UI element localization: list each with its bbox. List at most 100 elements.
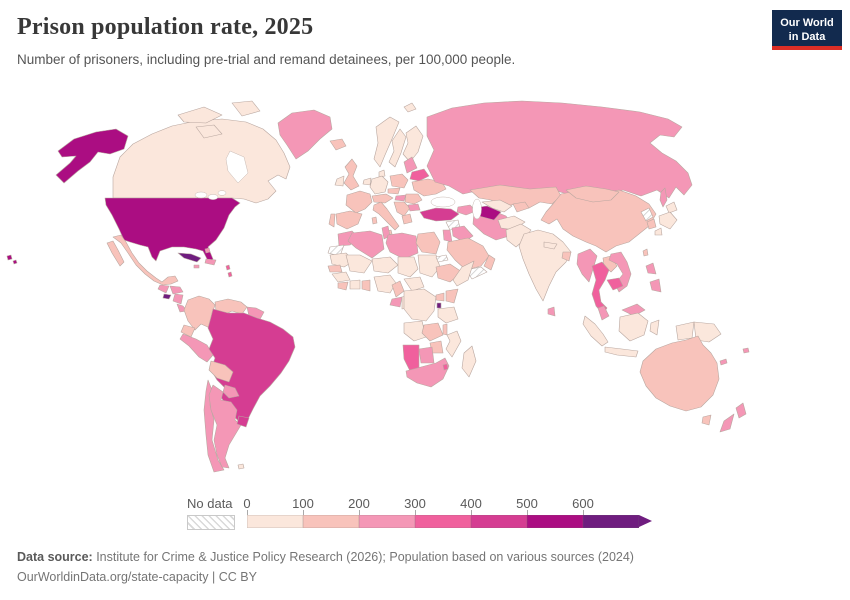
country-mexico[interactable]: [112, 234, 179, 286]
country-chile[interactable]: [203, 379, 225, 473]
country-new-caledonia[interactable]: [719, 358, 728, 366]
legend-bin-0-100[interactable]: [247, 515, 303, 528]
country-libya[interactable]: [385, 232, 419, 260]
country-iceland[interactable]: [329, 138, 347, 151]
country-belarus[interactable]: [409, 168, 430, 182]
country-guatemala[interactable]: [157, 284, 170, 294]
country-central-african-republic[interactable]: [403, 276, 425, 292]
country-bahamas[interactable]: [204, 247, 211, 254]
country-portugal[interactable]: [328, 213, 336, 228]
country-caucasus[interactable]: [456, 204, 477, 216]
country-hawaii[interactable]: [6, 254, 13, 261]
country-java[interactable]: [604, 346, 639, 358]
country-somalia[interactable]: [452, 260, 475, 287]
country-west-papua[interactable]: [675, 321, 695, 341]
country-canada-arctic[interactable]: [177, 106, 223, 124]
country-niger[interactable]: [371, 256, 399, 274]
country-benelux[interactable]: [362, 177, 372, 186]
legend-bin-300-400[interactable]: [415, 515, 471, 528]
country-dr-congo[interactable]: [403, 288, 437, 322]
country-japan[interactable]: [654, 227, 663, 236]
country-angola[interactable]: [403, 320, 427, 342]
country-ghana[interactable]: [361, 279, 371, 292]
country-greenland[interactable]: [277, 109, 333, 160]
country-malaysia-borneo[interactable]: [621, 303, 646, 317]
legend-bin-200-300[interactable]: [359, 515, 415, 528]
country-madagascar[interactable]: [461, 345, 477, 378]
country-sulawesi[interactable]: [649, 319, 660, 336]
country-senegal[interactable]: [327, 264, 343, 273]
country-zambia[interactable]: [421, 322, 444, 342]
owid-logo[interactable]: Our World in Data: [772, 10, 842, 50]
country-peru[interactable]: [179, 333, 214, 363]
country-cambodia[interactable]: [606, 277, 624, 291]
country-gabon[interactable]: [389, 296, 403, 308]
country-nigeria[interactable]: [373, 274, 397, 294]
country-eswatini[interactable]: [442, 363, 449, 371]
country-kalimantan[interactable]: [618, 312, 649, 342]
country-sierra-leone-liberia[interactable]: [337, 281, 349, 291]
country-sri-lanka[interactable]: [547, 306, 556, 317]
country-austria-switzerland[interactable]: [371, 193, 394, 204]
country-germany[interactable]: [369, 175, 389, 195]
country-japan[interactable]: [665, 201, 678, 214]
country-china[interactable]: [540, 189, 657, 253]
country-baltic-states[interactable]: [403, 156, 418, 174]
legend-bin-500-600[interactable]: [527, 515, 583, 528]
country-bolivia[interactable]: [208, 360, 234, 383]
country-botswana[interactable]: [418, 346, 435, 364]
country-jamaica[interactable]: [193, 264, 200, 269]
country-canada[interactable]: [112, 118, 291, 204]
country-falkland-islands[interactable]: [237, 463, 245, 470]
country-eritrea[interactable]: [435, 254, 449, 263]
country-svalbard[interactable]: [403, 102, 417, 113]
country-new-zealand-south[interactable]: [719, 413, 735, 433]
country-algeria[interactable]: [347, 230, 385, 259]
country-kyrgyzstan-tajikistan[interactable]: [512, 201, 530, 213]
country-baja-california[interactable]: [106, 240, 125, 267]
country-mongolia[interactable]: [565, 185, 620, 203]
country-myanmar[interactable]: [576, 248, 598, 283]
country-uzbekistan[interactable]: [481, 199, 513, 213]
country-united-kingdom[interactable]: [343, 158, 360, 191]
country-vietnam[interactable]: [608, 251, 632, 293]
country-denmark[interactable]: [378, 169, 386, 178]
country-bangladesh[interactable]: [561, 251, 572, 262]
country-rwanda[interactable]: [436, 302, 442, 309]
country-italy[interactable]: [372, 201, 400, 231]
country-philippines-luzon[interactable]: [645, 262, 657, 275]
country-czechia-slovakia[interactable]: [387, 187, 401, 195]
country-paraguay[interactable]: [222, 384, 240, 399]
country-tanzania[interactable]: [437, 306, 459, 324]
country-bulgaria[interactable]: [407, 203, 421, 212]
country-nepal[interactable]: [543, 241, 558, 250]
country-sardinia[interactable]: [371, 216, 378, 225]
country-balkans[interactable]: [393, 201, 411, 217]
country-nicaragua[interactable]: [172, 293, 184, 305]
country-hawaii[interactable]: [12, 259, 18, 265]
country-alaska[interactable]: [55, 128, 129, 184]
country-malaysia-peninsula[interactable]: [597, 305, 610, 321]
country-tasmania[interactable]: [701, 414, 712, 426]
country-new-zealand-north[interactable]: [735, 402, 747, 419]
country-honduras[interactable]: [169, 285, 184, 295]
country-ireland[interactable]: [334, 175, 345, 187]
country-spain[interactable]: [335, 210, 363, 230]
country-poland[interactable]: [389, 173, 409, 189]
country-japan[interactable]: [658, 211, 678, 230]
country-mozambique[interactable]: [445, 330, 462, 358]
country-finland[interactable]: [402, 125, 424, 163]
country-el-salvador[interactable]: [162, 293, 172, 300]
citation-link[interactable]: OurWorldinData.org/state-capacity | CC B…: [17, 570, 257, 584]
country-argentina[interactable]: [208, 384, 242, 469]
country-fiji[interactable]: [742, 347, 750, 354]
country-north-korea[interactable]: [640, 207, 654, 222]
country-egypt[interactable]: [415, 231, 441, 255]
country-turkey[interactable]: [419, 207, 460, 222]
country-cuba[interactable]: [177, 252, 202, 263]
country-oman[interactable]: [483, 254, 496, 271]
country-chad[interactable]: [397, 256, 419, 278]
country-france[interactable]: [345, 190, 373, 214]
legend-bin-600-plus[interactable]: [583, 515, 639, 528]
country-kazakhstan[interactable]: [469, 184, 562, 209]
